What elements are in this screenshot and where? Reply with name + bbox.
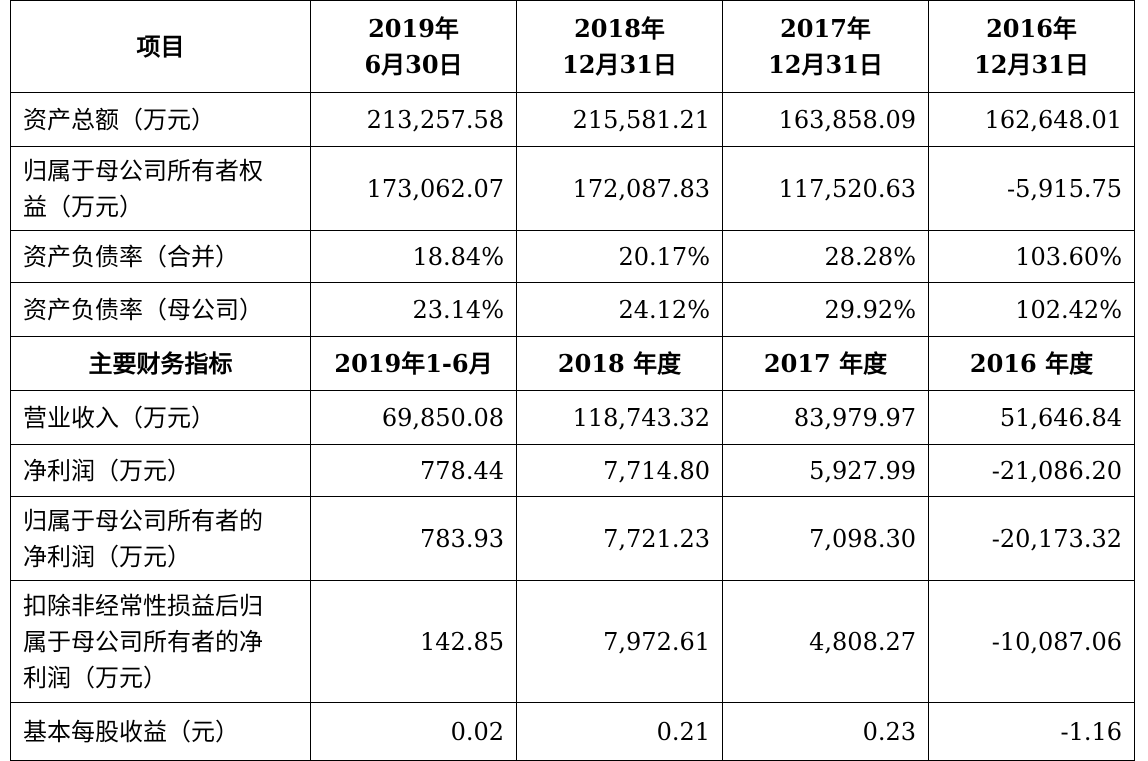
value-cell: 20.17% [516,230,723,283]
value-cell: -20,173.32 [928,496,1135,581]
value-cell: 83,979.97 [722,390,929,445]
value-cell: 18.84% [310,230,517,283]
period-header: 2018 年度 [516,336,723,391]
value-cell: 29.92% [722,282,929,337]
value-cell: 215,581.21 [516,92,723,147]
period-header: 2019年1-6月 [310,336,517,391]
period-header: 2019年 6月30日 [310,0,517,93]
balance-header-row: 项目 2019年 6月30日 2018年 12月31日 2017年 12月31日 20… [10,0,1135,93]
value-cell: 778.44 [310,444,517,497]
value-cell: 173,062.07 [310,146,517,231]
table-row: 归属于母公司所有者的 净利润（万元） 783.93 7,721.23 7,098.… [10,496,1135,581]
row-label: 资产负债率（母公司） [10,282,311,337]
value-cell: 5,927.99 [722,444,929,497]
value-cell: 0.02 [310,702,517,761]
row-label: 归属于母公司所有者权 益（万元） [10,146,311,231]
value-cell: 117,520.63 [722,146,929,231]
value-cell: 783.93 [310,496,517,581]
value-cell: 213,257.58 [310,92,517,147]
value-cell: 28.28% [722,230,929,283]
value-cell: -10,087.06 [928,580,1135,703]
value-cell: 103.60% [928,230,1135,283]
value-cell: 102.42% [928,282,1135,337]
table-row: 净利润（万元） 778.44 7,714.80 5,927.99 -21,086… [10,444,1135,497]
indicator-header-row: 主要财务指标 2019年1-6月 2018 年度 2017 年度 2016 年度 [10,336,1135,391]
table-row: 资产负债率（母公司） 23.14% 24.12% 29.92% 102.42% [10,282,1135,337]
period-header: 2017 年度 [722,336,929,391]
value-cell: -5,915.75 [928,146,1135,231]
value-cell: 0.21 [516,702,723,761]
value-cell: 7,098.30 [722,496,929,581]
value-cell: -1.16 [928,702,1135,761]
row-label: 资产负债率（合并） [10,230,311,283]
value-cell: 4,808.27 [722,580,929,703]
table-row: 营业收入（万元） 69,850.08 118,743.32 83,979.97 … [10,390,1135,445]
value-cell: 7,714.80 [516,444,723,497]
value-cell: 118,743.32 [516,390,723,445]
table-row: 资产负债率（合并） 18.84% 20.17% 28.28% 103.60% [10,230,1135,283]
period-header: 2016 年度 [928,336,1135,391]
item-header: 项目 [10,0,311,93]
value-cell: 51,646.84 [928,390,1135,445]
row-label: 归属于母公司所有者的 净利润（万元） [10,496,311,581]
row-label: 扣除非经常性损益后归 属于母公司所有者的净 利润（万元） [10,580,311,703]
period-header: 2017年 12月31日 [722,0,929,93]
value-cell: 24.12% [516,282,723,337]
row-label: 净利润（万元） [10,444,311,497]
value-cell: 172,087.83 [516,146,723,231]
table-row: 扣除非经常性损益后归 属于母公司所有者的净 利润（万元） 142.85 7,972.… [10,580,1135,703]
value-cell: -21,086.20 [928,444,1135,497]
value-cell: 69,850.08 [310,390,517,445]
financial-data-table: 项目 2019年 6月30日 2018年 12月31日 2017年 12月31日 20… [10,0,1135,761]
period-header: 2016年 12月31日 [928,0,1135,93]
table-row: 基本每股收益（元） 0.02 0.21 0.23 -1.16 [10,702,1135,761]
row-label: 营业收入（万元） [10,390,311,445]
value-cell: 163,858.09 [722,92,929,147]
value-cell: 142.85 [310,580,517,703]
period-header: 2018年 12月31日 [516,0,723,93]
row-label: 基本每股收益（元） [10,702,311,761]
value-cell: 162,648.01 [928,92,1135,147]
value-cell: 7,721.23 [516,496,723,581]
row-label: 资产总额（万元） [10,92,311,147]
value-cell: 23.14% [310,282,517,337]
value-cell: 0.23 [722,702,929,761]
indicator-header: 主要财务指标 [10,336,311,391]
table-row: 资产总额（万元） 213,257.58 215,581.21 163,858.0… [10,92,1135,147]
value-cell: 7,972.61 [516,580,723,703]
table-row: 归属于母公司所有者权 益（万元） 173,062.07 172,087.83 11… [10,146,1135,231]
